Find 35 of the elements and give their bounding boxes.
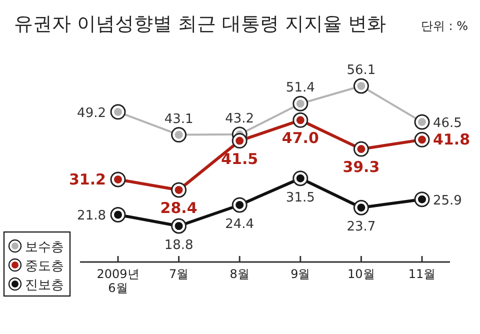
data-label: 39.3 — [342, 158, 380, 176]
data-label: 28.4 — [160, 198, 198, 217]
data-label: 18.8 — [164, 238, 194, 253]
x-tick-label: 8월 — [230, 267, 250, 281]
x-tick-label: 11월 — [408, 267, 436, 281]
chart-title: 유권자 이념성향별 최근 대통령 지지율 변화 — [14, 13, 386, 35]
data-label: 31.2 — [68, 170, 106, 188]
x-tick-label: 10월 — [348, 267, 375, 281]
data-label: 43.1 — [164, 112, 194, 127]
data-label: 25.9 — [433, 193, 462, 208]
point — [232, 197, 248, 213]
data-label: 49.2 — [77, 106, 106, 121]
point — [353, 200, 369, 216]
point — [414, 192, 430, 208]
data-label: 46.5 — [433, 116, 462, 132]
point — [110, 206, 126, 222]
data-label: 56.1 — [346, 63, 376, 78]
data-label: 41.5 — [221, 150, 258, 168]
point — [292, 170, 308, 186]
data-label: 31.5 — [286, 190, 315, 206]
data-label: 23.7 — [346, 220, 376, 235]
point — [171, 218, 187, 234]
data-label: 41.8 — [433, 130, 470, 149]
data-label: 51.4 — [286, 80, 315, 96]
x-tick-label: 7월 — [168, 267, 189, 281]
data-label: 24.4 — [225, 216, 254, 232]
legend-label: 보수층 — [25, 240, 64, 255]
chart-subtitle: 단위 : % — [420, 19, 468, 33]
x-tick-label: 2009년 6월 — [96, 267, 140, 295]
x-tick-label: 9월 — [290, 267, 310, 281]
data-label: 43.2 — [225, 111, 254, 126]
legend-label: 진보층 — [25, 278, 64, 293]
data-label: 47.0 — [282, 129, 319, 148]
data-label: 21.8 — [77, 208, 106, 224]
legend-label: 중도층 — [25, 259, 64, 274]
